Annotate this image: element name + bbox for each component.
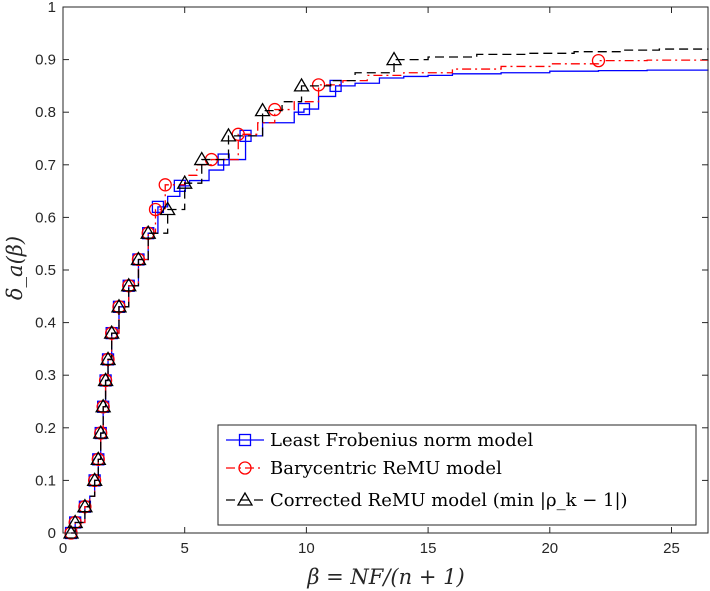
x-tick-label: 5 bbox=[181, 540, 189, 557]
legend-marker-2 bbox=[238, 461, 252, 475]
x-tick-label: 25 bbox=[663, 540, 680, 557]
series-3-marker bbox=[130, 251, 147, 266]
series-3-marker bbox=[99, 351, 117, 366]
series-3-marker bbox=[385, 51, 403, 66]
y-tick-label: 0.4 bbox=[35, 315, 56, 332]
series-1-marker bbox=[297, 102, 311, 116]
y-tick-label: 0.6 bbox=[35, 209, 56, 226]
series-2-marker bbox=[591, 54, 606, 68]
series-3-marker bbox=[159, 201, 176, 216]
series-3-marker bbox=[220, 127, 237, 142]
legend: Least Frobenius norm model Barycentric Re… bbox=[217, 424, 697, 526]
series-1-marker bbox=[151, 200, 165, 214]
x-tick-label: 10 bbox=[298, 540, 315, 557]
x-axis-label: β = NF/(n + 1) bbox=[306, 565, 464, 589]
y-tick-label: 0.5 bbox=[35, 262, 56, 279]
y-tick-label: 1 bbox=[48, 0, 56, 16]
series-3-marker bbox=[92, 424, 109, 439]
legend-label-2: Barycentric ReMU model bbox=[270, 458, 502, 479]
y-tick-label: 0 bbox=[48, 525, 56, 542]
series-2-marker bbox=[158, 178, 172, 192]
y-tick-label: 0.1 bbox=[35, 472, 56, 489]
series-3-marker bbox=[67, 514, 84, 529]
x-tick-label: 0 bbox=[59, 540, 67, 557]
legend-marker-3 bbox=[236, 491, 254, 506]
series-3-line bbox=[71, 48, 709, 534]
y-tick-label: 0.8 bbox=[35, 104, 56, 121]
y-tick-label: 0.7 bbox=[35, 157, 56, 174]
series-3-marker bbox=[86, 472, 103, 487]
y-tick-label: 0.2 bbox=[35, 420, 56, 437]
series-3 bbox=[62, 48, 709, 539]
series-3-marker bbox=[110, 298, 128, 313]
series-3-marker bbox=[95, 398, 112, 413]
y-tick-label: 0.9 bbox=[35, 52, 56, 69]
series-3-marker bbox=[103, 324, 120, 339]
series-3-marker bbox=[293, 77, 310, 92]
series-3-marker bbox=[140, 224, 157, 239]
series-3-marker bbox=[193, 151, 210, 166]
series-3-marker bbox=[76, 498, 94, 513]
y-tick-label: 0.3 bbox=[35, 367, 56, 384]
series-2-marker bbox=[311, 78, 326, 92]
series-3-marker bbox=[176, 174, 193, 189]
series-3-marker bbox=[62, 524, 80, 539]
legend-box bbox=[217, 424, 697, 526]
series-3-marker bbox=[90, 451, 107, 466]
series-3-marker bbox=[120, 277, 137, 292]
legend-label-3: Corrected ReMU model (min |ρ_k − 1|) bbox=[270, 490, 628, 511]
legend-label-1: Least Frobenius norm model bbox=[270, 430, 533, 451]
series-2-marker bbox=[148, 202, 163, 217]
axes: 0 5 10 15 20 25 0 0.1 0.2 0.3 0.4 0.5 0.6 0.7 0.8 0.9 1 bbox=[35, 0, 709, 557]
legend-marker-1 bbox=[238, 433, 252, 447]
x-tick-label: 20 bbox=[541, 540, 558, 557]
series-1-marker bbox=[173, 179, 186, 192]
series-3-marker bbox=[254, 102, 271, 117]
series-2-marker bbox=[268, 102, 282, 117]
y-axis-label: δ_a(β) bbox=[3, 236, 27, 300]
x-tick-label: 15 bbox=[420, 540, 437, 557]
series-layer bbox=[62, 48, 709, 540]
series-3-marker bbox=[97, 372, 114, 387]
